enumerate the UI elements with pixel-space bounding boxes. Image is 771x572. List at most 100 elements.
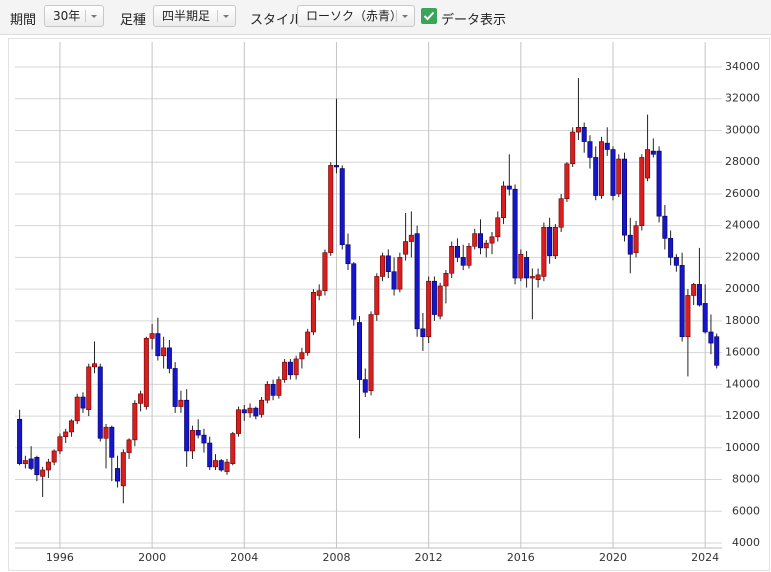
- y-tick-label: 4000: [732, 536, 760, 549]
- candle-body: [201, 434, 207, 444]
- candle-body: [426, 280, 432, 338]
- y-tick-label: 30000: [725, 123, 760, 136]
- candle-body: [449, 245, 455, 274]
- candle-body: [397, 257, 403, 290]
- candle-body: [138, 393, 144, 404]
- candle-body: [524, 257, 530, 279]
- y-tick-label: 24000: [725, 219, 760, 232]
- candle-body: [282, 361, 288, 380]
- candle-body: [149, 333, 155, 339]
- x-tick-label: 2000: [138, 551, 166, 564]
- candle-body: [604, 142, 610, 150]
- candle-body: [333, 165, 339, 168]
- x-tick-label: 2008: [322, 551, 350, 564]
- candle-body: [351, 263, 357, 320]
- style-select[interactable]: ローソク（赤青）: [297, 5, 415, 27]
- candle-body: [552, 226, 558, 257]
- x-tick-label: 2020: [599, 551, 627, 564]
- candle-body: [558, 198, 564, 228]
- candle-body: [454, 245, 460, 258]
- y-tick-label: 14000: [725, 377, 760, 390]
- period-label: 期間: [10, 13, 37, 28]
- toolbar: 期間 30年 足種 四半期足 スタイル ローソク（赤青） データ表示: [0, 0, 771, 35]
- candle-body: [512, 188, 518, 279]
- candle-body: [357, 322, 363, 380]
- candle-body: [501, 185, 507, 219]
- candle-body: [639, 157, 645, 226]
- candle-body: [236, 409, 242, 434]
- candle-body: [68, 420, 74, 433]
- candle-body: [564, 163, 570, 199]
- x-tick-label: 1996: [46, 551, 74, 564]
- candle-body: [650, 150, 656, 155]
- candle-body: [420, 328, 426, 338]
- y-tick-label: 8000: [732, 473, 760, 486]
- candle-body: [477, 233, 483, 249]
- candle-body: [28, 458, 34, 469]
- candle-body: [662, 215, 668, 239]
- candle-body: [460, 257, 466, 266]
- candle-body: [63, 431, 69, 437]
- candle-body: [627, 234, 633, 255]
- x-tick-label: 2024: [691, 551, 719, 564]
- candle-body: [109, 426, 115, 458]
- candle-body: [518, 253, 524, 279]
- candle-body: [264, 384, 270, 401]
- bar-select[interactable]: 四半期足: [153, 5, 236, 27]
- candle-body: [259, 399, 265, 415]
- y-tick-label: 12000: [725, 409, 760, 422]
- candle-body: [34, 457, 40, 476]
- chart-frame: [8, 38, 770, 571]
- data-checkbox[interactable]: [421, 8, 437, 24]
- candle-body: [293, 358, 299, 376]
- candle-body: [22, 460, 28, 464]
- y-tick-label: 26000: [725, 187, 760, 200]
- candle-body: [403, 241, 409, 255]
- candle-body: [685, 295, 691, 338]
- candle-body: [547, 226, 553, 257]
- candle-body: [702, 303, 708, 333]
- candle-body: [714, 336, 720, 366]
- candle-body: [195, 430, 201, 436]
- candle-body: [270, 384, 276, 396]
- candle-body: [17, 418, 23, 464]
- candle-body: [155, 333, 161, 357]
- candle-body: [80, 396, 86, 409]
- candle-body: [161, 347, 167, 357]
- candle-body: [374, 276, 380, 315]
- candle-body: [230, 433, 236, 464]
- y-tick-label: 20000: [725, 282, 760, 295]
- candle-body: [529, 276, 535, 279]
- candle-body: [570, 131, 576, 165]
- candle-body: [633, 225, 639, 253]
- candle-body: [506, 185, 512, 190]
- candle-body: [166, 347, 172, 369]
- candle-body: [656, 150, 662, 217]
- candle-body: [443, 272, 449, 287]
- y-tick-label: 16000: [725, 346, 760, 359]
- candle-body: [581, 126, 587, 142]
- candle-body: [97, 366, 103, 439]
- candle-body: [253, 407, 259, 417]
- candle-body: [45, 461, 51, 471]
- candle-body: [241, 409, 247, 414]
- candle-body: [593, 157, 599, 196]
- candle-body: [645, 149, 651, 179]
- period-select[interactable]: 30年: [44, 5, 104, 27]
- candle-body: [287, 361, 293, 376]
- candle-body: [708, 331, 714, 344]
- bar-value: 四半期足: [162, 9, 211, 23]
- candle-body: [212, 460, 218, 468]
- period-value: 30年: [53, 9, 81, 23]
- y-tick-label: 34000: [725, 60, 760, 73]
- candle-body: [535, 274, 541, 280]
- check-icon: [423, 11, 435, 21]
- candle-body: [437, 285, 443, 317]
- style-label: スタイル: [250, 13, 303, 28]
- candle-body: [218, 460, 224, 471]
- candle-body: [299, 352, 305, 360]
- data-label: データ表示: [441, 13, 507, 28]
- candle-body: [322, 252, 328, 292]
- chart: 4000 6000 8000 10000 12000 14000 16000 18000 200…: [8, 38, 770, 571]
- dropdown-arrow: [217, 10, 229, 22]
